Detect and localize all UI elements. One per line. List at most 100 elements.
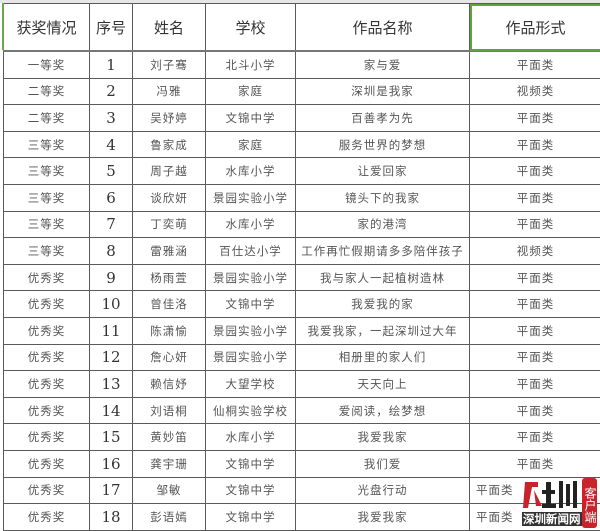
cell-name[interactable]: 雷雅涵 (133, 238, 206, 265)
cell-award[interactable]: 优秀奖 (4, 291, 90, 318)
header-name[interactable]: 姓名 (133, 4, 206, 52)
cell-work-type[interactable]: 平面类 (470, 424, 600, 451)
header-work-title[interactable]: 作品名称 (296, 4, 470, 52)
cell-index[interactable]: 13 (90, 371, 133, 398)
cell-award[interactable]: 优秀奖 (4, 371, 90, 398)
cell-name[interactable]: 邹敏 (133, 477, 206, 504)
cell-work-title[interactable]: 光盘行动 (296, 477, 470, 504)
cell-work-title[interactable]: 镜头下的我家 (296, 184, 470, 211)
cell-name[interactable]: 冯雅 (133, 78, 206, 105)
cell-school[interactable]: 家庭 (206, 131, 296, 158)
cell-name[interactable]: 鲁家成 (133, 131, 206, 158)
cell-name[interactable]: 曾佳洛 (133, 291, 206, 318)
cell-work-type[interactable]: 视频类 (470, 78, 600, 105)
header-index[interactable]: 序号 (90, 4, 133, 52)
cell-award[interactable]: 二等奖 (4, 105, 90, 132)
cell-work-type[interactable]: 平面类 (470, 344, 600, 371)
cell-work-title[interactable]: 深圳是我家 (296, 78, 470, 105)
cell-work-title[interactable]: 工作再忙假期请多多陪伴孩子 (296, 238, 470, 265)
cell-school[interactable]: 景园实验小学 (206, 344, 296, 371)
cell-school[interactable]: 水库小学 (206, 211, 296, 238)
cell-name[interactable]: 丁奕萌 (133, 211, 206, 238)
cell-name[interactable]: 陈潇愉 (133, 317, 206, 344)
cell-work-title[interactable]: 相册里的家人们 (296, 344, 470, 371)
cell-work-title[interactable]: 我们爱 (296, 450, 470, 477)
cell-index[interactable]: 16 (90, 450, 133, 477)
cell-work-type[interactable]: 平面类 (470, 184, 600, 211)
cell-award[interactable]: 三等奖 (4, 184, 90, 211)
cell-index[interactable]: 9 (90, 264, 133, 291)
cell-award[interactable]: 三等奖 (4, 131, 90, 158)
cell-work-type[interactable]: 平面类 (470, 51, 600, 78)
cell-work-type[interactable]: 平面类 (470, 371, 600, 398)
cell-work-title[interactable]: 家的港湾 (296, 211, 470, 238)
cell-work-title[interactable]: 家与爱 (296, 51, 470, 78)
cell-index[interactable]: 14 (90, 397, 133, 424)
cell-award[interactable]: 优秀奖 (4, 450, 90, 477)
cell-school[interactable]: 北斗小学 (206, 51, 296, 78)
cell-award[interactable]: 一等奖 (4, 51, 90, 78)
cell-school[interactable]: 文锦中学 (206, 504, 296, 531)
cell-school[interactable]: 文锦中学 (206, 291, 296, 318)
cell-index[interactable]: 18 (90, 504, 133, 531)
cell-work-type[interactable]: 平面类 (470, 397, 600, 424)
cell-school[interactable]: 水库小学 (206, 424, 296, 451)
cell-work-title[interactable]: 服务世界的梦想 (296, 131, 470, 158)
cell-index[interactable]: 1 (90, 51, 133, 78)
cell-index[interactable]: 15 (90, 424, 133, 451)
cell-work-title[interactable]: 我爱我的家 (296, 291, 470, 318)
cell-work-type[interactable]: 平面类 (470, 211, 600, 238)
cell-award[interactable]: 优秀奖 (4, 477, 90, 504)
header-school[interactable]: 学校 (206, 4, 296, 52)
cell-index[interactable]: 17 (90, 477, 133, 504)
cell-school[interactable]: 仙桐实验学校 (206, 397, 296, 424)
cell-name[interactable]: 彭语嫣 (133, 504, 206, 531)
cell-work-type[interactable]: 平面类 (470, 105, 600, 132)
cell-index[interactable]: 6 (90, 184, 133, 211)
cell-name[interactable]: 黄妙笛 (133, 424, 206, 451)
cell-work-type[interactable]: 平面类 (470, 450, 600, 477)
cell-award[interactable]: 二等奖 (4, 78, 90, 105)
cell-work-title[interactable]: 让爱回家 (296, 158, 470, 185)
cell-work-title[interactable]: 爱阅读，绘梦想 (296, 397, 470, 424)
cell-award[interactable]: 优秀奖 (4, 504, 90, 531)
cell-school[interactable]: 文锦中学 (206, 477, 296, 504)
cell-work-title[interactable]: 天天向上 (296, 371, 470, 398)
cell-work-type[interactable]: 视频类 (470, 238, 600, 265)
cell-index[interactable]: 8 (90, 238, 133, 265)
cell-school[interactable]: 百仕达小学 (206, 238, 296, 265)
cell-school[interactable]: 文锦中学 (206, 450, 296, 477)
header-award[interactable]: 获奖情况 (4, 4, 90, 52)
cell-index[interactable]: 12 (90, 344, 133, 371)
cell-award[interactable]: 优秀奖 (4, 424, 90, 451)
cell-work-type[interactable]: 平面类 (470, 264, 600, 291)
cell-name[interactable]: 周子越 (133, 158, 206, 185)
cell-work-type[interactable]: 平面类 (470, 158, 600, 185)
cell-name[interactable]: 詹心妍 (133, 344, 206, 371)
cell-work-title[interactable]: 我爱我家 (296, 504, 470, 531)
cell-index[interactable]: 4 (90, 131, 133, 158)
cell-award[interactable]: 优秀奖 (4, 344, 90, 371)
cell-award[interactable]: 优秀奖 (4, 264, 90, 291)
cell-name[interactable]: 吴妤婷 (133, 105, 206, 132)
cell-award[interactable]: 优秀奖 (4, 317, 90, 344)
cell-index[interactable]: 10 (90, 291, 133, 318)
cell-work-type[interactable]: 平面类 (470, 317, 600, 344)
cell-award[interactable]: 三等奖 (4, 211, 90, 238)
cell-award[interactable]: 三等奖 (4, 158, 90, 185)
cell-award[interactable]: 三等奖 (4, 238, 90, 265)
cell-work-title[interactable]: 我爱我家 (296, 424, 470, 451)
cell-school[interactable]: 家庭 (206, 78, 296, 105)
cell-work-title[interactable]: 我爱我家，一起深圳过大年 (296, 317, 470, 344)
cell-school[interactable]: 大望学校 (206, 371, 296, 398)
cell-index[interactable]: 2 (90, 78, 133, 105)
cell-work-title[interactable]: 我与家人一起植树造林 (296, 264, 470, 291)
cell-school[interactable]: 景园实验小学 (206, 264, 296, 291)
cell-index[interactable]: 7 (90, 211, 133, 238)
cell-school[interactable]: 文锦中学 (206, 105, 296, 132)
cell-name[interactable]: 刘子骞 (133, 51, 206, 78)
cell-award[interactable]: 优秀奖 (4, 397, 90, 424)
cell-name[interactable]: 刘语桐 (133, 397, 206, 424)
cell-name[interactable]: 杨雨萱 (133, 264, 206, 291)
cell-work-title[interactable]: 百善孝为先 (296, 105, 470, 132)
